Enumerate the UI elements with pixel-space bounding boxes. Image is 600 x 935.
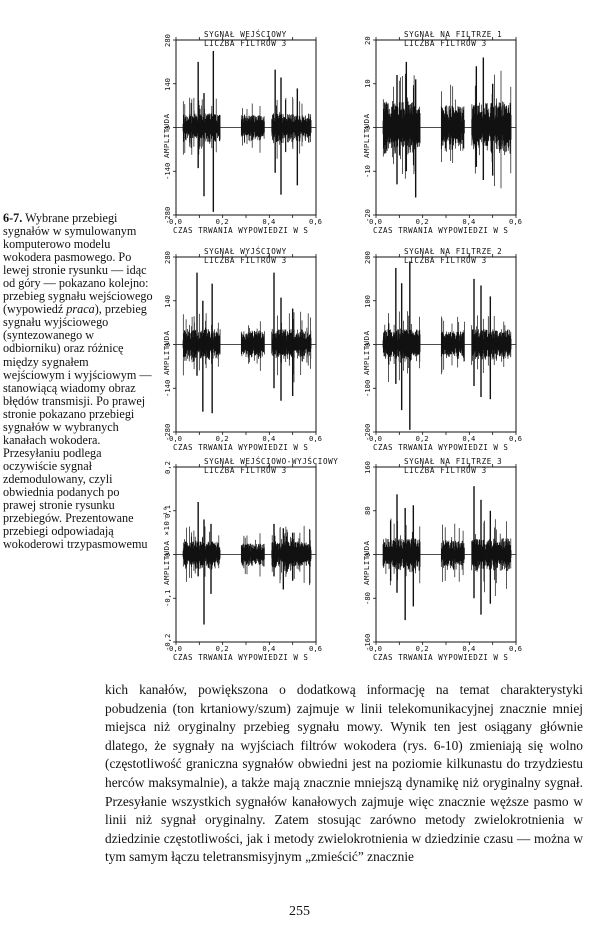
body-paragraph: kich kanałów, powiększona o dodatkową in… <box>105 682 583 865</box>
chart-svg <box>373 464 517 645</box>
chart-subtitle: LICZBA FILTRÓW 3 <box>204 39 287 48</box>
chart-subtitle: LICZBA FILTRÓW 3 <box>204 256 287 265</box>
y-tick-label: -0,1 <box>163 590 172 608</box>
y-tick-label: 80 <box>363 506 372 516</box>
y-tick-label: 280 <box>163 250 172 264</box>
caption-text-continued: ), przebieg sygnału wyjściowego (syntezo… <box>3 302 152 552</box>
chart-panel-2: SYGNAŁ NA FILTRZE 1 LICZBA FILTRÓW 3 -20 -1… <box>358 28 588 243</box>
body-text: kich kanałów, powiększona o dodatkową in… <box>105 681 583 867</box>
x-tick-label: 0,6 <box>309 434 322 443</box>
x-tick-label: 0,4 <box>462 434 476 443</box>
y-tick-label: 0,2 <box>163 460 172 474</box>
caption-italic-word: praca <box>66 302 95 317</box>
y-axis-label: AMPLITUDA <box>162 329 171 375</box>
x-axis-label: CZAS TRWANIA WYPOWIEDZI W S <box>173 226 309 235</box>
chart-svg <box>373 254 517 435</box>
chart-subtitle: LICZBA FILTRÓW 3 <box>404 256 487 265</box>
x-tick-label: 0,4 <box>462 217 476 226</box>
x-tick-label: 0,2 <box>215 644 229 653</box>
y-axis-label: AMPLITUDA <box>362 539 371 585</box>
x-axis-label: CZAS TRWANIA WYPOWIEDZI W S <box>373 653 509 662</box>
waveform-noise <box>182 525 312 586</box>
x-tick-label: 0,6 <box>309 644 322 653</box>
x-tick-label: 0,0 <box>169 434 182 443</box>
x-axis-label: CZAS TRWANIA WYPOWIEDZI W S <box>373 443 509 452</box>
chart-subtitle: LICZBA FILTRÓW 3 <box>204 466 287 475</box>
y-axis-label: AMPLITUDA <box>362 329 371 375</box>
chart-title: SYGNAŁ NA FILTRZE 3 <box>404 457 503 466</box>
waveform-noise <box>182 311 312 383</box>
y-axis-label: AMPLITUDA <box>362 112 371 158</box>
x-tick-label: 0,2 <box>415 434 429 443</box>
figure-caption: 6-7. Wybrane przebiegi sygnałów w symulo… <box>3 211 153 552</box>
chart-svg <box>173 37 317 218</box>
chart-subtitle: LICZBA FILTRÓW 3 <box>404 466 487 475</box>
y-tick-label: 140 <box>163 77 172 91</box>
x-axis-label: CZAS TRWANIA WYPOWIEDZI W S <box>173 653 309 662</box>
waveform-noise <box>382 311 512 382</box>
y-tick-label: -100 <box>363 380 372 398</box>
chart-panel-5: SYGNAŁ WEJŚCIOWO-WYJŚCIOWY LICZBA FILTRÓW… <box>158 455 388 670</box>
y-axis-label: AMPLITUDA <box>162 112 171 158</box>
x-tick-label: 0,6 <box>509 217 522 226</box>
x-tick-label: 0,4 <box>262 644 276 653</box>
chart-title: SYGNAŁ WYJŚCIOWY <box>204 247 287 256</box>
x-tick-label: 0,4 <box>462 644 476 653</box>
y-tick-label: 100 <box>363 294 372 308</box>
chart-panel-4: SYGNAŁ NA FILTRZE 2 LICZBA FILTRÓW 3 -200-… <box>358 245 588 460</box>
chart-title: SYGNAŁ WEJŚCIOWO-WYJŚCIOWY <box>204 457 339 466</box>
chart-title: SYGNAŁ NA FILTRZE 2 <box>404 247 503 256</box>
x-axis-label: CZAS TRWANIA WYPOWIEDZI W S <box>173 443 309 452</box>
chart-subtitle: LICZBA FILTRÓW 3 <box>404 39 487 48</box>
x-tick-label: 0,4 <box>262 217 276 226</box>
y-tick-label: 10 <box>363 79 372 89</box>
chart-title: SYGNAŁ WEJŚCIOWY <box>204 30 287 39</box>
chart-panel-1: SYGNAŁ WEJŚCIOWY LICZBA FILTRÓW 3 -280 -140… <box>158 28 388 243</box>
x-tick-label: 0,6 <box>509 644 522 653</box>
figure-number: 6-7. <box>3 211 23 225</box>
y-tick-label: 20 <box>363 35 372 45</box>
chart-svg <box>173 254 317 435</box>
x-tick-label: 0,2 <box>215 217 229 226</box>
chart-panel-3: SYGNAŁ WYJŚCIOWY LICZBA FILTRÓW 3 -280 -140… <box>158 245 388 460</box>
chart-title: SYGNAŁ NA FILTRZE 1 <box>404 30 503 39</box>
chart-panel-6: SYGNAŁ NA FILTRZE 3 LICZBA FILTRÓW 3 -160-… <box>358 455 588 670</box>
y-tick-label: -80 <box>363 592 372 606</box>
waveform-noise <box>382 70 512 189</box>
x-tick-label: 0,6 <box>309 217 322 226</box>
x-tick-label: 0,0 <box>369 644 382 653</box>
y-tick-label: 200 <box>363 250 372 264</box>
x-tick-label: 0,0 <box>369 434 382 443</box>
chart-svg <box>373 37 517 218</box>
y-tick-label: 140 <box>163 294 172 308</box>
y-tick-label: -10 <box>363 165 372 179</box>
x-tick-label: 0,0 <box>169 644 182 653</box>
x-axis-label: CZAS TRWANIA WYPOWIEDZI W S <box>373 226 509 235</box>
x-tick-label: 0,2 <box>415 644 429 653</box>
x-tick-label: 0,4 <box>262 434 276 443</box>
x-tick-label: 0,2 <box>215 434 229 443</box>
y-tick-label: 160 <box>363 460 372 474</box>
y-axis-label: AMPLITUDA ×10⁻¹⁰ <box>162 505 171 585</box>
x-tick-label: 0,6 <box>509 434 522 443</box>
waveform-noise <box>382 518 512 596</box>
x-tick-label: 0,0 <box>169 217 182 226</box>
caption-text: Wybrane przebiegi sygnałów w symulowanym… <box>3 211 153 317</box>
y-tick-label: -140 <box>163 163 172 181</box>
y-tick-label: 280 <box>163 33 172 47</box>
x-tick-label: 0,0 <box>369 217 382 226</box>
waveform-noise <box>182 97 312 159</box>
x-tick-label: 0,2 <box>415 217 429 226</box>
chart-svg <box>173 464 317 645</box>
page-number: 255 <box>289 904 310 919</box>
y-tick-label: -140 <box>163 380 172 398</box>
